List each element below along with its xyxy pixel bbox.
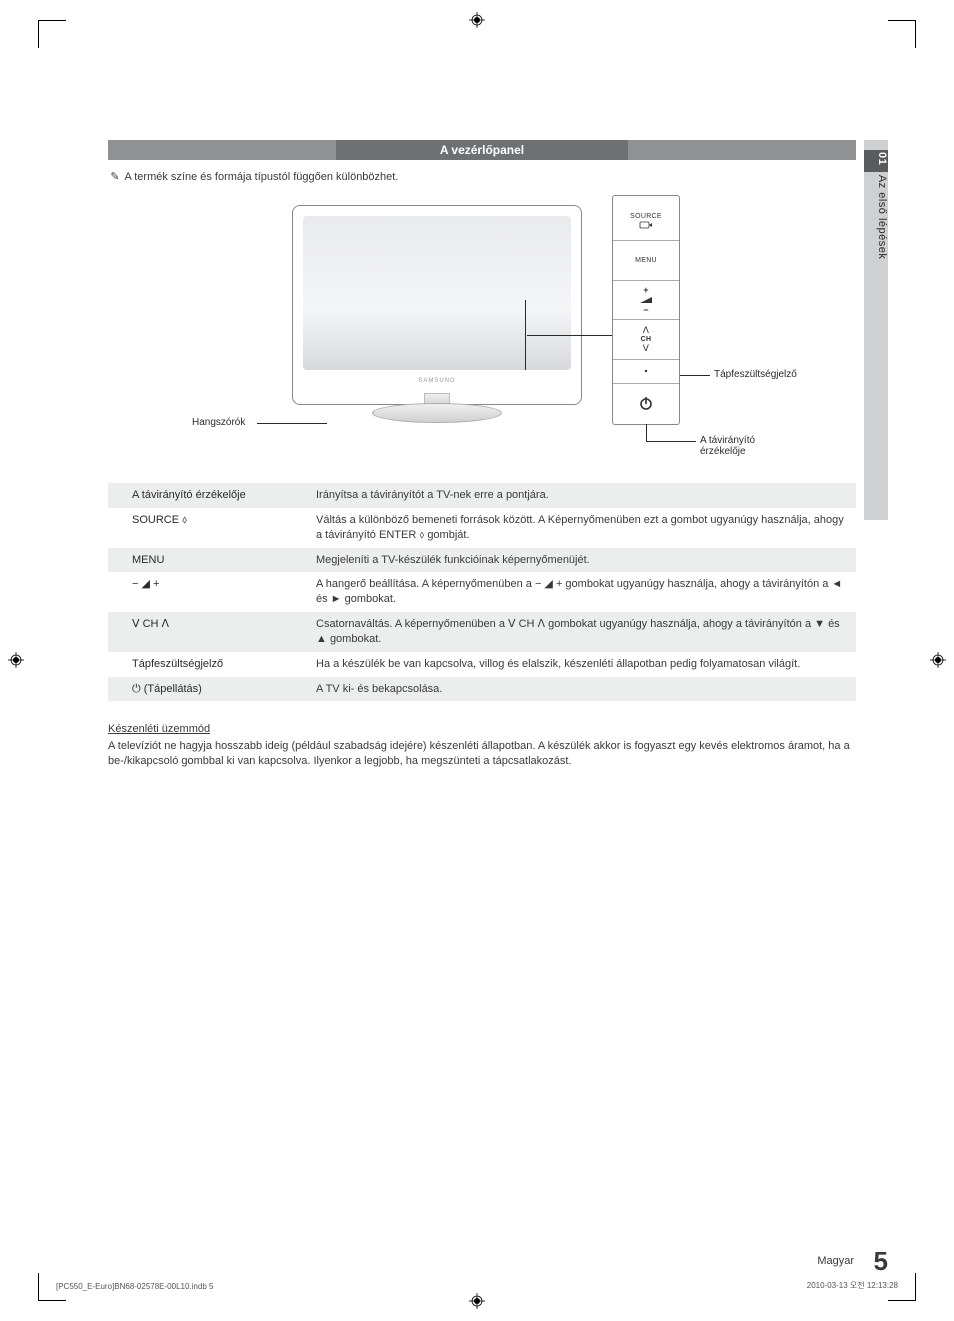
tv-stand-icon xyxy=(372,403,502,423)
table-cell-desc: Irányítsa a távirányítót a TV-nek erre a… xyxy=(308,483,856,508)
registration-mark-icon xyxy=(8,652,24,668)
table-row: ⏻ (Tápellátás)A TV ki- és bekapcsolása. xyxy=(108,677,856,702)
table-row: MENUMegjeleníti a TV-készülék funkcióina… xyxy=(108,548,856,573)
note-line: ✎ A termék színe és formája típustól füg… xyxy=(108,170,856,183)
table-cell-label: SOURCE ⬨ xyxy=(108,508,308,548)
standby-body: A televíziót ne hagyja hosszabb ideig (p… xyxy=(108,739,856,769)
volume-icon xyxy=(639,296,653,304)
table-cell-desc: A TV ki- és bekapcsolása. xyxy=(308,677,856,702)
registration-mark-icon xyxy=(930,652,946,668)
callout-line xyxy=(257,423,327,424)
callout-line xyxy=(525,300,526,370)
crop-mark xyxy=(888,20,916,48)
standby-heading: Készenléti üzemmód xyxy=(108,723,856,735)
table-cell-desc: Csatornaváltás. A képernyőmenüben a ᐯ CH… xyxy=(308,612,856,652)
remote-sensor-label: A távirányító érzékelője xyxy=(700,435,762,457)
callout-line xyxy=(680,375,710,376)
indicator-dot-icon xyxy=(643,368,649,374)
chapter-number: 01 xyxy=(876,152,888,171)
footer-language: Magyar xyxy=(817,1255,854,1267)
power-indicator-label: Tápfeszültségjelző xyxy=(714,369,797,380)
control-panel-diagram: SAMSUNG Hangszórók SOURCE MENU + − ᐱ CH xyxy=(202,195,762,465)
crop-mark xyxy=(38,20,66,48)
source-button-cell: SOURCE xyxy=(613,202,679,240)
indicator-dot-cell xyxy=(613,359,679,383)
table-row: − ◢ +A hangerő beállítása. A képernyőmen… xyxy=(108,572,856,612)
speaker-label: Hangszórók xyxy=(192,417,245,428)
power-button-cell xyxy=(613,383,679,422)
table-cell-desc: A hangerő beállítása. A képernyőmenüben … xyxy=(308,572,856,612)
footer-filename: [PC550_E-Euro]BN68-02578E-00L10.indb 5 xyxy=(56,1282,213,1291)
channel-button-cell: ᐱ CH ᐯ xyxy=(613,319,679,358)
table-cell-label: MENU xyxy=(108,548,308,573)
footer-timestamp: 2010-03-13 오전 12:13:28 xyxy=(807,1280,898,1291)
callout-line xyxy=(646,424,647,441)
table-cell-label: ⏻ (Tápellátás) xyxy=(108,677,308,702)
menu-button-cell: MENU xyxy=(613,240,679,279)
volume-button-cell: + − xyxy=(613,280,679,319)
table-cell-label: ᐯ CH ᐱ xyxy=(108,612,308,652)
table-cell-label: Tápfeszültségjelző xyxy=(108,652,308,677)
chapter-label: Az első lépések xyxy=(876,175,888,260)
table-row: A távirányító érzékelőjeIrányítsa a távi… xyxy=(108,483,856,508)
source-icon xyxy=(639,221,653,229)
table-cell-label: A távirányító érzékelője xyxy=(108,483,308,508)
page-number: 5 xyxy=(874,1246,888,1277)
note-icon: ✎ xyxy=(108,170,122,183)
section-header: A vezérlőpanel xyxy=(108,140,856,160)
button-panel: SOURCE MENU + − ᐱ CH ᐯ xyxy=(612,195,680,425)
callout-line xyxy=(527,335,612,336)
tv-body-icon: SAMSUNG xyxy=(292,205,582,405)
section-title: A vezérlőpanel xyxy=(336,140,628,160)
table-cell-desc: Ha a készülék be van kapcsolva, villog é… xyxy=(308,652,856,677)
table-row: TápfeszültségjelzőHa a készülék be van k… xyxy=(108,652,856,677)
table-cell-label: − ◢ + xyxy=(108,572,308,612)
callout-line xyxy=(646,441,696,442)
control-table: A távirányító érzékelőjeIrányítsa a távi… xyxy=(108,483,856,701)
power-icon xyxy=(638,395,654,411)
table-cell-desc: Megjeleníti a TV-készülék funkcióinak ké… xyxy=(308,548,856,573)
registration-mark-icon xyxy=(469,1293,485,1309)
chapter-tab: 01 Az első lépések xyxy=(864,140,888,540)
table-row: ᐯ CH ᐱCsatornaváltás. A képernyőmenüben … xyxy=(108,612,856,652)
table-row: SOURCE ⬨Váltás a különböző bemeneti forr… xyxy=(108,508,856,548)
table-cell-desc: Váltás a különböző bemeneti források köz… xyxy=(308,508,856,548)
note-text: A termék színe és formája típustól függő… xyxy=(124,171,398,183)
registration-mark-icon xyxy=(469,12,485,28)
tv-brand-label: SAMSUNG xyxy=(418,378,455,384)
